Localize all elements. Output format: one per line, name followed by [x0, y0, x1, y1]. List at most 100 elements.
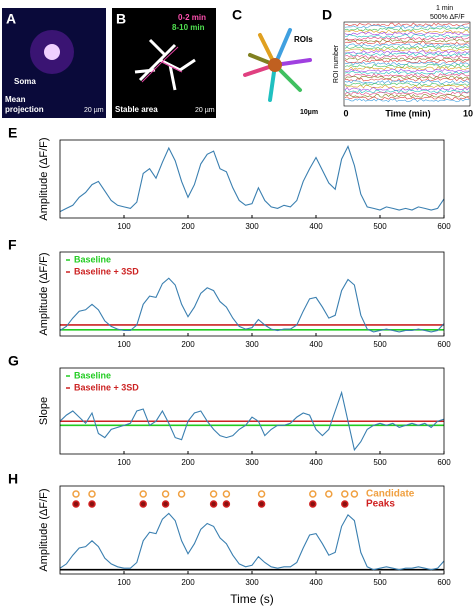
roi-trace — [344, 22, 470, 27]
candidate-marker — [222, 490, 231, 498]
plot-frame — [59, 139, 445, 219]
x-tick-label: 300 — [245, 578, 259, 587]
x-tick-label: 300 — [245, 340, 259, 349]
x-tick-label: 0 — [343, 108, 348, 118]
scale-label: 1 min — [436, 5, 453, 12]
panel-label: D — [322, 7, 332, 23]
scale-label: 10µm — [300, 109, 318, 116]
plot-frame — [59, 251, 445, 337]
candidate-marker — [341, 490, 349, 498]
charts: E Amplitude (ΔF/F) 100 200 300 400 500 600 F Ampl… — [8, 125, 451, 606]
x-tick-label: 200 — [181, 340, 195, 349]
roi-trace — [344, 43, 470, 48]
x-tick-label: 500 — [373, 578, 387, 587]
roi-trace — [344, 70, 470, 75]
rois-label: ROIs — [294, 35, 313, 44]
roi-trace — [344, 45, 470, 50]
x-axis-label: Time (min) — [385, 108, 430, 118]
legend-label: Baseline + 3SD — [74, 266, 139, 276]
roi-trace — [344, 84, 470, 89]
panel-label: H — [8, 471, 18, 487]
roi-trace — [344, 89, 470, 94]
trace-line — [59, 144, 445, 213]
panel-label: A — [6, 11, 16, 27]
roi-trace — [344, 34, 470, 38]
x-tick-label: 200 — [181, 222, 195, 231]
x-tick-label: 200 — [181, 458, 195, 467]
x-tick-label: 400 — [309, 458, 323, 467]
x-tick-label: 500 — [373, 222, 387, 231]
peak-marker — [72, 500, 80, 508]
soma-blob — [44, 44, 60, 60]
overlay — [141, 46, 183, 83]
roi-trace — [344, 82, 470, 87]
y-axis-label: Amplitude (ΔF/F) — [38, 137, 50, 220]
roi-traces — [344, 22, 470, 103]
roi-trace — [344, 73, 470, 77]
legend-label: Baseline + 3SD — [74, 382, 139, 392]
x-tick-label: 400 — [309, 222, 323, 231]
roi-trace — [344, 93, 470, 98]
x-tick-label: 500 — [373, 340, 387, 349]
y-axis-label: Amplitude (ΔF/F) — [38, 488, 50, 571]
roi-trace — [344, 64, 470, 68]
candidate-marker — [257, 490, 266, 498]
scale-label: 500% ΔF/F — [430, 14, 465, 21]
panel-label: E — [8, 125, 17, 141]
trace-line — [59, 390, 445, 452]
roi-trace — [344, 52, 470, 57]
peak-marker — [257, 500, 266, 508]
peak-marker — [139, 500, 147, 508]
roi-trace — [344, 96, 470, 100]
plot-frame — [59, 485, 445, 575]
legend-label: 8-10 min — [172, 23, 205, 32]
roi-trace — [344, 29, 470, 34]
candidate-marker — [139, 490, 147, 498]
x-tick-label: 300 — [245, 458, 259, 467]
candidate-marker — [177, 490, 186, 498]
roi-trace — [344, 77, 470, 82]
x-tick-label: 300 — [245, 222, 259, 231]
roi-trace — [344, 80, 470, 85]
stable-area — [134, 38, 196, 91]
caption: projection — [5, 105, 44, 114]
legend-label: Candidate — [366, 489, 415, 500]
x-tick-label: 100 — [117, 458, 131, 467]
x-tick-label: 100 — [117, 340, 131, 349]
x-tick-label: 200 — [181, 578, 195, 587]
candidate-marker — [209, 490, 218, 498]
peak-marker — [209, 500, 218, 508]
x-tick-label: 400 — [309, 340, 323, 349]
peak-marker — [88, 500, 96, 508]
trace-line — [59, 277, 445, 333]
candidate-marker — [350, 490, 359, 498]
y-axis-label: Slope — [38, 397, 50, 425]
legend-label: Baseline — [74, 254, 111, 264]
peak-marker — [309, 500, 317, 508]
candidate-marker — [72, 490, 80, 498]
legend-label: Baseline — [74, 370, 111, 380]
x-tick-label: 600 — [437, 222, 451, 231]
panel-label: C — [232, 7, 242, 23]
x-tick-label: 100 — [117, 222, 131, 231]
x-tick-label: 600 — [437, 458, 451, 467]
x-axis-label: Time (s) — [230, 592, 274, 606]
plot-frame — [59, 367, 445, 455]
roi-trace — [344, 59, 470, 64]
x-tick-label: 100 — [117, 578, 131, 587]
soma-label: Soma — [14, 77, 36, 86]
roi-trace — [344, 54, 470, 59]
y-axis-label: ROI number — [333, 44, 340, 83]
x-tick-label: 600 — [437, 340, 451, 349]
roi-trace — [344, 57, 470, 61]
roi-trace — [345, 68, 470, 73]
roi-trace — [344, 87, 470, 91]
caption: Mean — [5, 95, 26, 104]
roi-trace — [344, 41, 470, 45]
roi-trace — [344, 75, 470, 80]
scale-label: 20 µm — [195, 107, 215, 114]
candidate-marker — [325, 490, 333, 498]
roi-map — [243, 28, 312, 102]
roi-trace — [344, 36, 470, 41]
